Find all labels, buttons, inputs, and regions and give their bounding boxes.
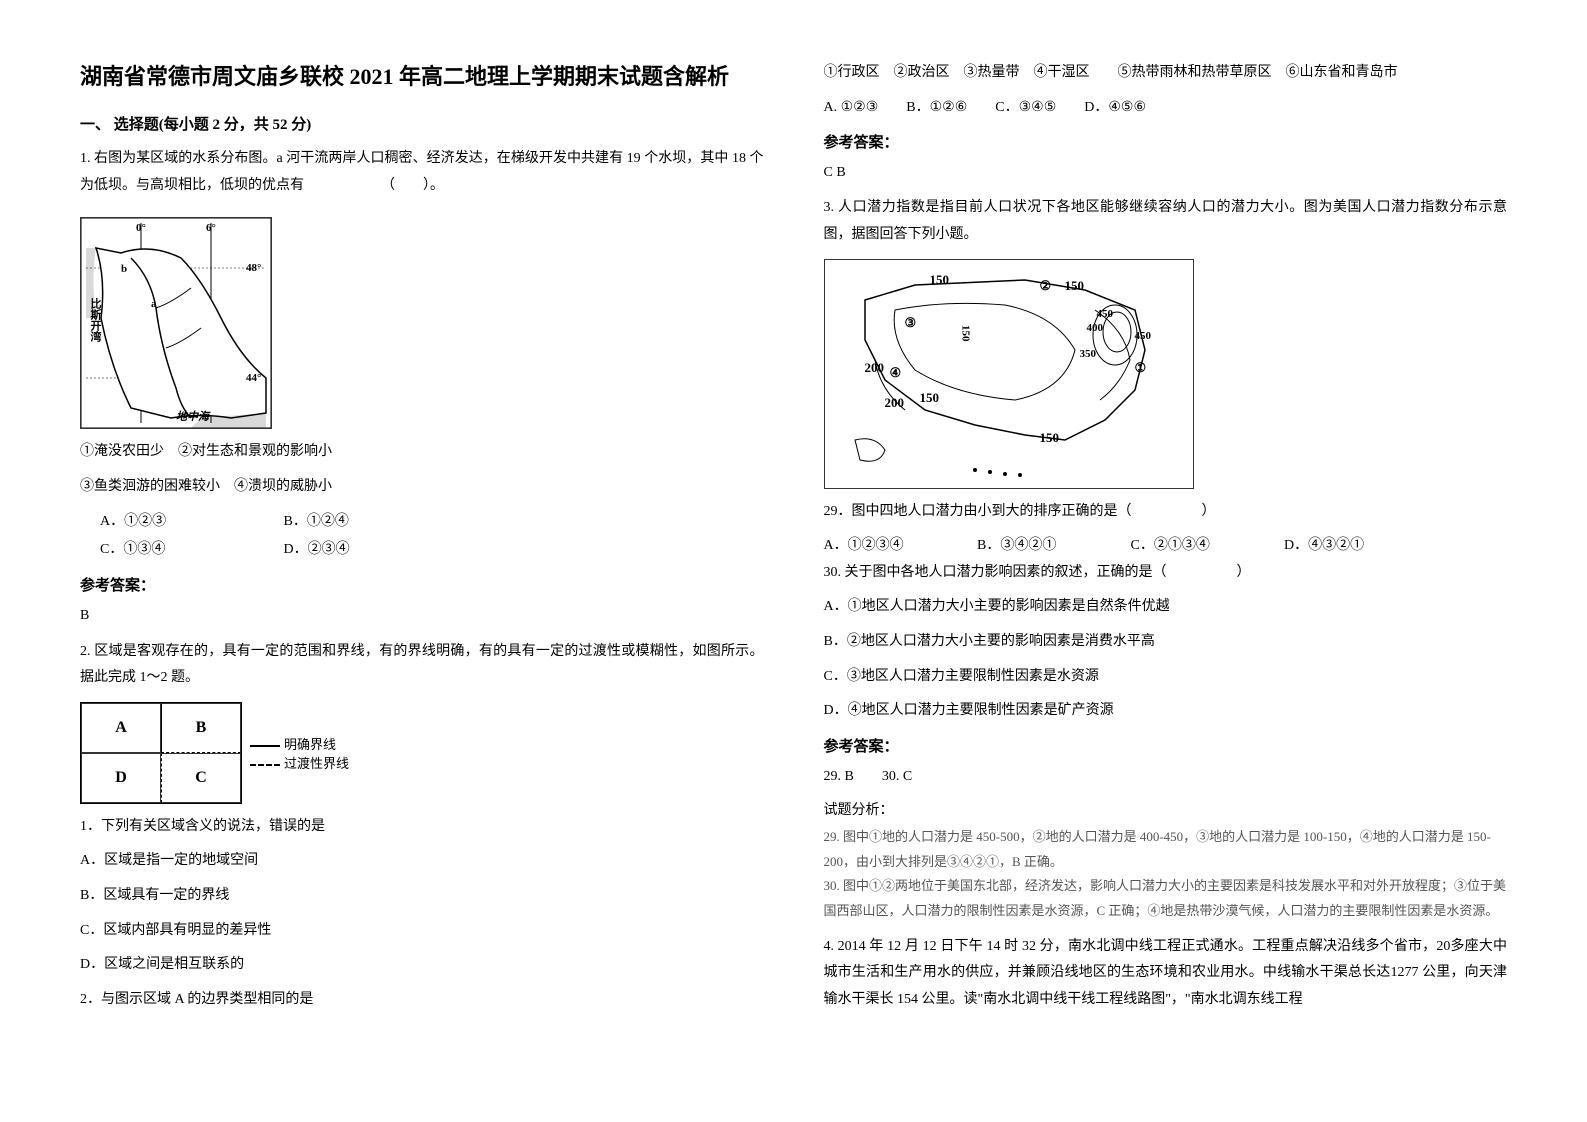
q30C: C．③地区人口潜力主要限制性因素是水资源 (824, 664, 1508, 691)
q1-choiceD: D．②③④ (284, 542, 350, 557)
q2-sub2: 2．与图示区域 A 的边界类型相同的是 (80, 987, 764, 1014)
q30D: D．④地区人口潜力主要限制性因素是矿产资源 (824, 698, 1508, 725)
q1-opt1: ①淹没农田少 ②对生态和景观的影响小 (80, 439, 764, 466)
analysis-header: 试题分析： (824, 799, 1508, 819)
q29D: D．④③②① (1284, 538, 1364, 553)
map-med: 地中海 (176, 408, 209, 424)
us-350: 350 (1080, 348, 1097, 360)
map-letter-b: b (121, 263, 127, 275)
q2-sub1C: C．区域内部具有明显的差异性 (80, 918, 764, 945)
map-deg6: 6° (206, 222, 216, 234)
map-lat44: 44° (246, 372, 261, 384)
q1-answer-header: 参考答案： (80, 574, 764, 595)
col2-choices: A. ①②③ B．①②⑥ C．③④⑤ D．④⑤⑥ (824, 95, 1508, 122)
box-B: B (161, 703, 241, 753)
q2-text: 2. 区域是客观存在的，具有一定的范围和界线，有的界线明确，有的具有一定的过渡性… (80, 639, 764, 692)
q1-choiceC: C．①③④ (100, 536, 280, 564)
right-column: ①行政区 ②政治区 ③热量带 ④干湿区 ⑤热带雨林和热带草原区 ⑥山东省和青岛市… (824, 60, 1508, 1021)
q2-sub1B: B．区域具有一定的界线 (80, 883, 764, 910)
col2-answer: C B (824, 160, 1508, 185)
map-deg0: 0° (136, 222, 146, 234)
q1-choiceA: A．①②③ (100, 508, 280, 536)
us-450a: 450 (1097, 308, 1114, 320)
q30B: B．②地区人口潜力大小主要的影响因素是消费水平高 (824, 629, 1508, 656)
box-legend: 明确界线 过渡性界线 (242, 734, 349, 772)
q2-sub1A: A．区域是指一定的地域空间 (80, 848, 764, 875)
dashed-line-icon (250, 764, 280, 766)
map-letter-a: a (151, 298, 157, 310)
us-400: 400 (1087, 322, 1104, 334)
us-map: 150 150 150 150 200 200 350 400 450 450 … (824, 259, 1194, 489)
us-150c: 150 (920, 390, 940, 406)
q3-answer: 29. B 30. C (824, 764, 1508, 789)
q2-diagram: A B D C 明确界线 过渡性界线 (80, 702, 764, 804)
us-c4: ④ (890, 365, 902, 381)
us-c2: ② (1040, 278, 1052, 294)
q29A: A．①②③④ (824, 533, 974, 560)
box-A: A (81, 703, 161, 753)
exam-title: 湖南省常德市周文庙乡联校 2021 年高二地理上学期期末试题含解析 (80, 60, 764, 93)
col2-answer-header: 参考答案： (824, 131, 1508, 152)
map-lat48: 48° (246, 262, 261, 274)
q30A: A．①地区人口潜力大小主要的影响因素是自然条件优越 (824, 594, 1508, 621)
q29-text: 29．图中四地人口潜力由小到大的排序正确的是（ ） (824, 499, 1508, 526)
analysis-1: 29. 图中①地的人口潜力是 450-500，②地的人口潜力是 400-450，… (824, 825, 1508, 874)
box-C: C (161, 753, 241, 803)
box-D: D (81, 753, 161, 803)
analysis-2: 30. 图中①②两地位于美国东北部，经济发达，影响人口潜力大小的主要因素是科技发… (824, 874, 1508, 923)
q29B: B．③④②① (977, 533, 1127, 560)
q1-text: 1. 右图为某区域的水系分布图。a 河干流两岸人口稠密、经济发达，在梯级开发中共… (80, 146, 764, 199)
us-c3: ③ (905, 315, 917, 331)
solid-line-icon (250, 745, 280, 747)
us-150d: 150 (1040, 430, 1060, 446)
q1-choices: A．①②③ B．①②④ C．①③④ D．②③④ (100, 508, 764, 564)
label-dashed: 过渡性界线 (284, 756, 349, 771)
q2-sub1: 1．下列有关区域含义的说法，错误的是 (80, 814, 764, 841)
q3-answer-header: 参考答案： (824, 735, 1508, 756)
q4-text: 4. 2014 年 12 月 12 日下午 14 时 32 分，南水北调中线工程… (824, 934, 1508, 1014)
q3-text: 3. 人口潜力指数是指目前人口状况下各地区能够继续容纳人口的潜力大小。图为美国人… (824, 195, 1508, 248)
q1-answer: B (80, 603, 764, 628)
left-column: 湖南省常德市周文庙乡联校 2021 年高二地理上学期期末试题含解析 一、 选择题… (80, 60, 764, 1021)
map-biscay: 比斯开湾 (87, 298, 103, 342)
q1-map: 0° 6° 48° 44° 比斯开湾 地中海 a b (80, 217, 272, 429)
us-150b: 150 (1065, 278, 1085, 294)
q2-sub1D: D．区域之间是相互联系的 (80, 952, 764, 979)
q29-choices: A．①②③④ B．③④②① C．②①③④ D．④③②① (824, 533, 1508, 560)
label-solid: 明确界线 (284, 737, 336, 752)
section-1-header: 一、 选择题(每小题 2 分，共 52 分) (80, 113, 764, 134)
q30-text: 30. 关于图中各地人口潜力影响因素的叙述，正确的是（ ） (824, 560, 1508, 587)
us-450b: 450 (1135, 330, 1152, 342)
q1-opt2: ③鱼类洄游的困难较小 ④溃坝的威胁小 (80, 474, 764, 501)
us-150e: 150 (960, 325, 972, 342)
us-c1: ① (1135, 360, 1147, 376)
col2-opts: ①行政区 ②政治区 ③热量带 ④干湿区 ⑤热带雨林和热带草原区 ⑥山东省和青岛市 (824, 60, 1508, 87)
us-200b: 200 (885, 395, 905, 411)
q29C: C．②①③④ (1131, 533, 1281, 560)
map-svg (81, 218, 271, 428)
us-150a: 150 (930, 272, 950, 288)
us-200a: 200 (865, 360, 885, 376)
q1-choiceB: B．①②④ (284, 514, 349, 529)
exam-page: 湖南省常德市周文庙乡联校 2021 年高二地理上学期期末试题含解析 一、 选择题… (0, 0, 1587, 1081)
